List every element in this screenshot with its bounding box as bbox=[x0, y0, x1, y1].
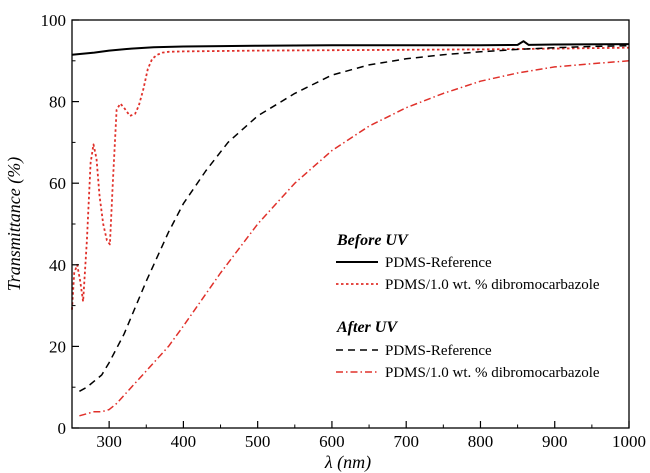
y-tick-label: 20 bbox=[49, 337, 66, 356]
plot-lines bbox=[71, 40, 630, 417]
x-tick-label: 400 bbox=[171, 432, 197, 451]
x-tick-label: 600 bbox=[319, 432, 345, 451]
series-after-uv-dibromocarbazole bbox=[79, 60, 630, 417]
y-tick-label: 80 bbox=[49, 93, 66, 112]
legend-label-before-dibromocarbazole: PDMS/1.0 wt. % dibromocarbazole bbox=[385, 277, 600, 293]
x-tick-label: 700 bbox=[393, 432, 419, 451]
x-tick-label: 800 bbox=[468, 432, 494, 451]
y-tick-label: 100 bbox=[41, 11, 67, 30]
series-after-uv-reference bbox=[79, 44, 630, 392]
x-tick-label: 1000 bbox=[612, 432, 646, 451]
series-before-uv-dibromocarbazole bbox=[71, 46, 630, 310]
y-tick-label: 60 bbox=[49, 174, 66, 193]
legend-heading-after-uv: After UV bbox=[336, 319, 398, 336]
legend-label-before-reference: PDMS-Reference bbox=[385, 255, 492, 271]
series-before-uv-reference bbox=[71, 40, 630, 56]
axis-ticks: 300 400 500 600 700 800 900 1000 0 20 40 60 80 100 bbox=[41, 11, 647, 451]
x-tick-label: 300 bbox=[96, 432, 122, 451]
x-tick-label: 900 bbox=[542, 432, 568, 451]
x-tick-label: 500 bbox=[245, 432, 271, 451]
y-tick-label: 40 bbox=[49, 256, 66, 275]
legend-heading-before-uv: Before UV bbox=[336, 232, 409, 249]
y-tick-label: 0 bbox=[58, 419, 67, 438]
y-axis-title: Transmittance (%) bbox=[4, 157, 25, 292]
legend-label-after-reference: PDMS-Reference bbox=[385, 343, 492, 359]
x-axis-title: λ (nm) bbox=[324, 452, 371, 473]
legend-label-after-dibromocarbazole: PDMS/1.0 wt. % dibromocarbazole bbox=[385, 365, 600, 381]
legend: Before UV PDMS-Reference PDMS/1.0 wt. % … bbox=[336, 232, 600, 381]
